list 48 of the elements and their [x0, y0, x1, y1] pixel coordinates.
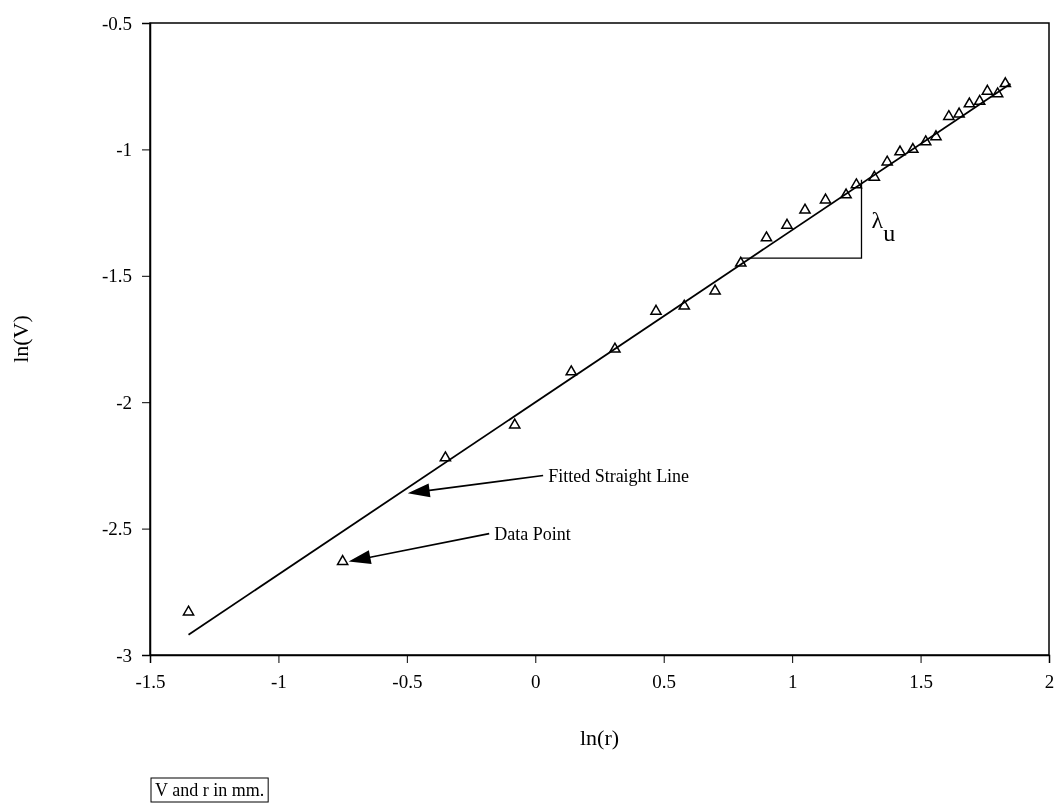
- point: [609, 342, 621, 353]
- point: [868, 170, 881, 181]
- point: [999, 77, 1012, 88]
- point: [734, 256, 747, 267]
- y-tick-label: -1: [116, 138, 132, 160]
- point: [981, 84, 994, 95]
- annotation: Data Point: [494, 523, 571, 544]
- point: [781, 218, 793, 229]
- y-axis-title: ln(V): [8, 315, 33, 363]
- point: [709, 284, 721, 295]
- y-tick-label: -2: [116, 391, 132, 413]
- x-tick-label: 0: [531, 671, 541, 693]
- point: [919, 135, 932, 146]
- point: [963, 97, 976, 108]
- point: [760, 231, 773, 242]
- annotation: Fitted Straight Line: [548, 465, 690, 486]
- point: [881, 155, 894, 166]
- y-tick-label: -2.5: [101, 518, 132, 540]
- point: [850, 178, 863, 189]
- point: [508, 418, 521, 429]
- point: [799, 203, 811, 214]
- x-tick-label: -1: [271, 671, 287, 693]
- point: [894, 145, 906, 156]
- x-tick-label: 1.5: [909, 671, 933, 693]
- point: [840, 188, 852, 199]
- point: [336, 554, 349, 566]
- point: [973, 94, 986, 106]
- point: [565, 365, 578, 376]
- y-tick-label: -1.5: [101, 265, 132, 287]
- point: [942, 109, 955, 121]
- point: [907, 142, 919, 154]
- point: [678, 299, 691, 310]
- x-tick-label: 1: [787, 671, 798, 693]
- point: [991, 87, 1004, 98]
- x-tick-label: -1.5: [135, 671, 166, 693]
- x-tick-label: -0.5: [392, 671, 423, 693]
- point: [819, 193, 832, 204]
- y-tick-label: -3: [116, 644, 132, 666]
- x-tick-label: 2: [1044, 671, 1055, 693]
- point: [182, 605, 195, 616]
- x-axis-title: ln(r): [579, 725, 620, 750]
- point: [930, 130, 942, 141]
- y-tick-label: -0.5: [101, 12, 132, 34]
- x-tick-label: 0.5: [652, 671, 677, 693]
- text: V and r in mm.: [155, 780, 265, 800]
- point: [953, 107, 965, 118]
- point: [650, 304, 662, 315]
- point: [439, 451, 452, 462]
